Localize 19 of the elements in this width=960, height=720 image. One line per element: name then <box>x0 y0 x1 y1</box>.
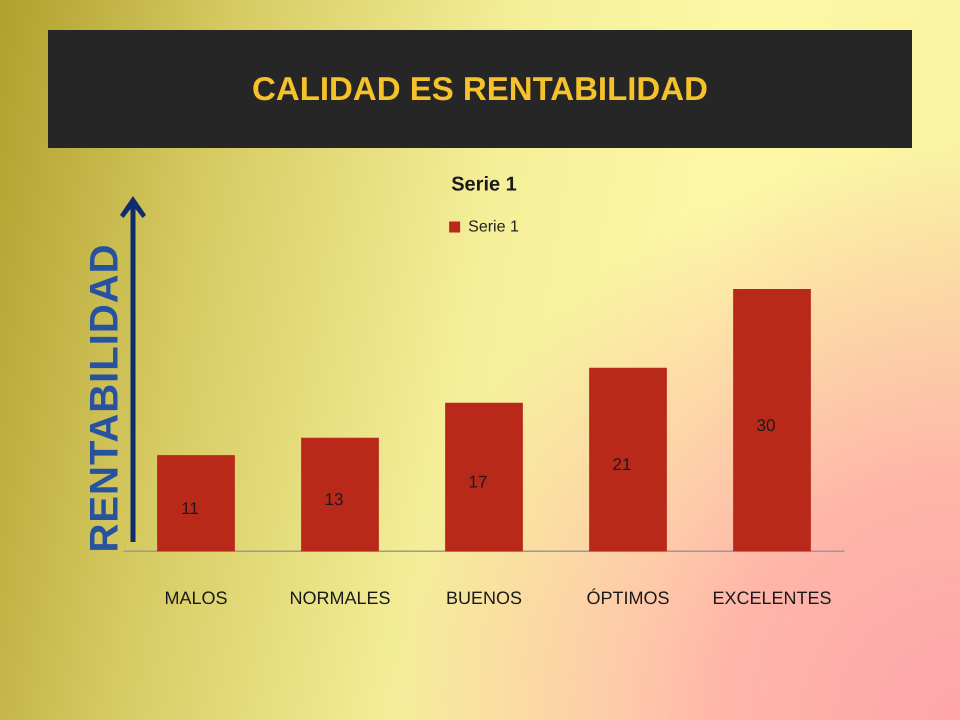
data-label: 21 <box>612 455 632 474</box>
bar <box>733 289 811 552</box>
x-tick-label: NORMALES <box>289 588 391 608</box>
chart-subtitle: Serie 1 <box>451 174 517 196</box>
chart-title: CALIDAD ES RENTABILIDAD <box>252 70 708 108</box>
y-axis-title: RENTABILIDAD <box>82 243 128 553</box>
data-label: 13 <box>324 490 344 510</box>
data-label: 17 <box>468 472 488 492</box>
x-tick-label: MALOS <box>164 588 228 608</box>
legend-label: Serie 1 <box>468 218 519 236</box>
data-label: 30 <box>756 416 776 435</box>
bar <box>445 402 523 552</box>
bar <box>589 368 667 552</box>
bar <box>157 455 235 552</box>
x-tick-label: ÓPTIMOS <box>586 588 670 608</box>
x-tick-label: EXCELENTES <box>712 588 832 608</box>
data-label: 11 <box>181 498 199 518</box>
x-tick-label: BUENOS <box>446 588 522 608</box>
bar <box>301 438 379 552</box>
